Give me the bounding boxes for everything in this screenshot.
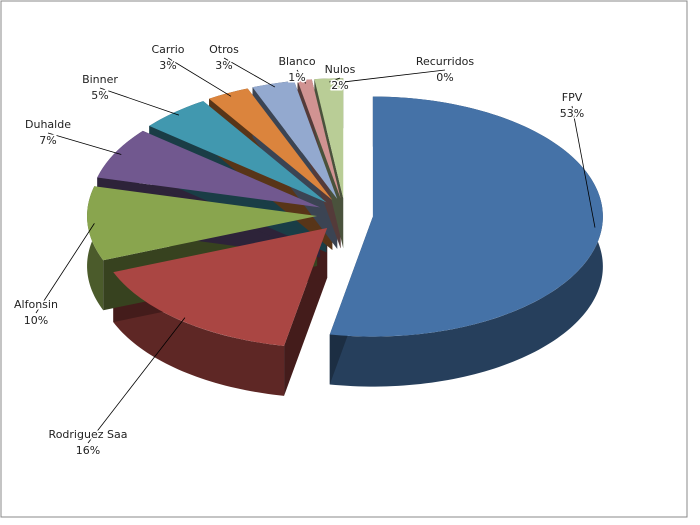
- pie-slice: [149, 101, 327, 203]
- pie-slice: [113, 227, 328, 346]
- pie-slice: [87, 186, 318, 261]
- category-label: Nulos: [325, 63, 356, 76]
- leader-line: [296, 69, 307, 84]
- pie-slice: [252, 80, 338, 199]
- category-label: Recurridos: [416, 55, 475, 68]
- value-label: 5%: [91, 89, 108, 102]
- value-label: 53%: [560, 107, 584, 120]
- value-label: 7%: [39, 134, 56, 147]
- pie-slice: [209, 88, 333, 201]
- leader-line: [223, 57, 276, 88]
- value-label: 3%: [215, 59, 232, 72]
- value-label: 0%: [436, 71, 453, 84]
- category-label: Duhalde: [25, 118, 71, 131]
- value-label: 1%: [288, 71, 305, 84]
- leader-line: [571, 105, 596, 228]
- leader-line: [87, 317, 186, 444]
- category-label: Rodriguez Saa: [49, 428, 128, 441]
- leader-line: [47, 132, 122, 155]
- leader-line: [329, 77, 341, 83]
- category-label: FPV: [562, 91, 583, 104]
- leader-line: [99, 87, 180, 116]
- value-label: 16%: [76, 444, 100, 457]
- category-label: Blanco: [278, 55, 315, 68]
- value-label: 3%: [159, 59, 176, 72]
- pie-slice: [97, 130, 321, 208]
- leader-line: [35, 223, 95, 314]
- slice-side: [113, 272, 285, 396]
- category-label: Alfonsin: [14, 298, 58, 311]
- pie-slice: [329, 96, 603, 337]
- value-label: 10%: [24, 314, 48, 327]
- category-label: Otros: [209, 43, 239, 56]
- category-label: Binner: [82, 73, 118, 86]
- category-label: Carrio: [151, 43, 184, 56]
- pie-slice: [314, 78, 344, 199]
- pie-slice: [297, 79, 341, 199]
- value-label: 2%: [331, 79, 348, 92]
- leader-line: [167, 57, 232, 97]
- leader-line: [344, 69, 446, 83]
